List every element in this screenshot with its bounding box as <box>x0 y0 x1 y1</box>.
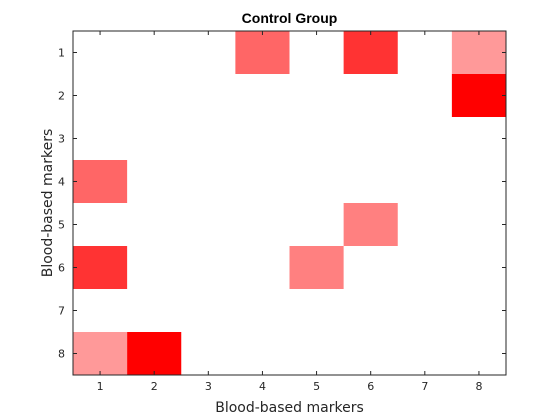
y-tick-label-4: 4 <box>58 176 65 189</box>
y-tick-label-7: 7 <box>58 305 65 318</box>
axes-box <box>72 30 507 376</box>
y-tick-label-1: 1 <box>58 47 65 60</box>
y-tick-label-3: 3 <box>58 133 65 146</box>
y-tick-label-2: 2 <box>58 90 65 103</box>
x-tick-label-5: 5 <box>313 380 320 393</box>
heatmap-cell-r1-c8 <box>451 31 506 74</box>
x-tick-label-1: 1 <box>97 380 104 393</box>
heatmap-cells <box>73 31 506 375</box>
heatmap-cell-r1-c4 <box>235 31 290 74</box>
heatmap-cell-r8-c2 <box>127 332 182 375</box>
y-axis-label: Blood-based markers <box>40 129 56 278</box>
x-tick-label-4: 4 <box>259 380 266 393</box>
x-tick-label-2: 2 <box>151 380 158 393</box>
axis-ticks <box>73 31 506 375</box>
chart-title: Control Group <box>242 10 338 26</box>
y-tick-label-8: 8 <box>58 348 65 361</box>
x-tick-label-3: 3 <box>205 380 212 393</box>
heatmap-cell-r6-c5 <box>289 246 344 289</box>
x-tick-label-6: 6 <box>367 380 374 393</box>
heatmap-cell-r4-c1 <box>73 160 128 203</box>
heatmap-cell-r6-c1 <box>73 246 128 289</box>
heatmap-cell-r1-c6 <box>343 31 398 74</box>
heatmap-cell-r2-c8 <box>451 74 506 117</box>
heatmap-cell-r8-c1 <box>73 332 128 375</box>
y-tick-label-5: 5 <box>58 219 65 232</box>
x-axis-label: Blood-based markers <box>215 400 364 416</box>
x-tick-label-8: 8 <box>475 380 482 393</box>
x-tick-label-7: 7 <box>421 380 428 393</box>
y-tick-label-6: 6 <box>58 262 65 275</box>
y-tick-labels: 1 2 3 4 5 6 7 8 <box>58 47 65 361</box>
x-tick-labels: 1 2 3 4 5 6 7 8 <box>97 380 483 393</box>
plot-area <box>73 31 506 375</box>
heatmap-cell-r5-c6 <box>343 203 398 246</box>
